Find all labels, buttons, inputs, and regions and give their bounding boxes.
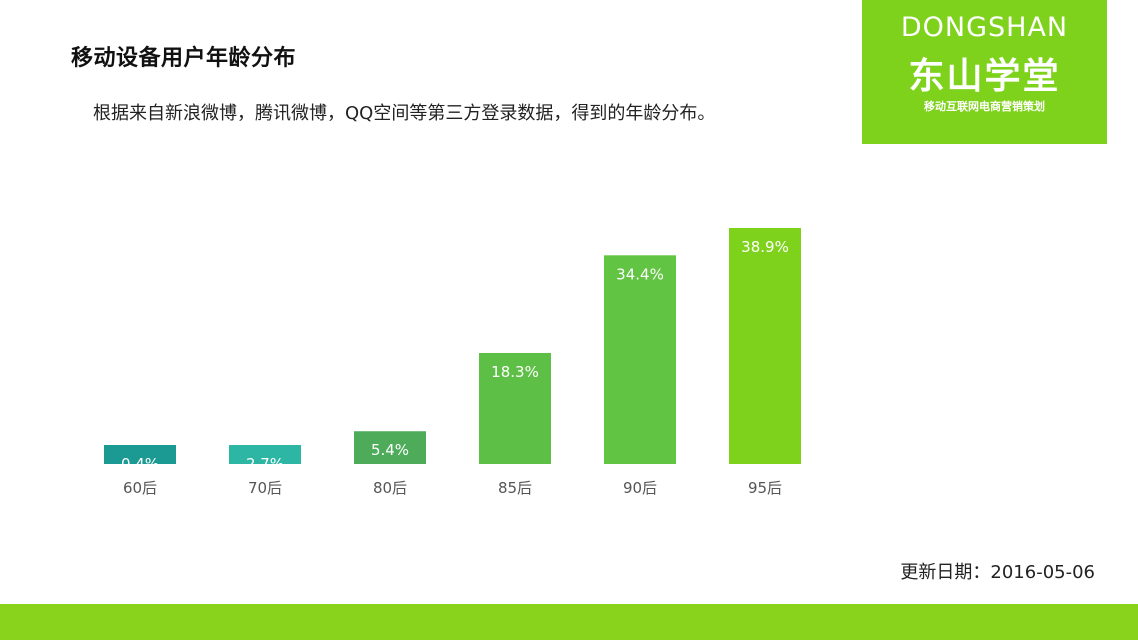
category-label: 90后 bbox=[623, 479, 657, 497]
bar-70后 bbox=[229, 445, 301, 464]
category-label: 95后 bbox=[748, 479, 782, 497]
bar-value-label: 34.4% bbox=[616, 265, 664, 283]
page-title: 移动设备用户年龄分布 bbox=[71, 46, 297, 71]
bar-95后 bbox=[729, 228, 801, 464]
category-label: 85后 bbox=[498, 479, 532, 497]
bar-value-label: 2.7% bbox=[246, 455, 284, 473]
logo-line-2: 东山学堂 bbox=[908, 56, 1061, 97]
category-label: 70后 bbox=[248, 479, 282, 497]
logo-line-1: DONGSHAN bbox=[900, 12, 1069, 43]
bar-value-label: 38.9% bbox=[741, 238, 789, 256]
bar-90后 bbox=[604, 255, 676, 464]
bar-value-label: 0.4% bbox=[121, 455, 159, 473]
bar-85后 bbox=[479, 352, 551, 464]
bar-value-label: 18.3% bbox=[491, 363, 539, 381]
category-label: 60后 bbox=[123, 479, 157, 497]
brand-logo: DONGSHAN 东山学堂 移动互联网电商营销策划 bbox=[862, 0, 1107, 144]
logo-line-3: 移动互联网电商营销策划 bbox=[924, 100, 1045, 113]
footer-band bbox=[0, 604, 1138, 640]
bar-80后 bbox=[354, 431, 426, 464]
update-date: 更新日期：2016-05-06 bbox=[900, 562, 1095, 583]
category-label: 80后 bbox=[373, 479, 407, 497]
bar-60后 bbox=[104, 445, 176, 464]
page-subtitle: 根据来自新浪微博，腾讯微博，QQ空间等第三方登录数据，得到的年龄分布。 bbox=[93, 103, 716, 124]
bar-value-label: 5.4% bbox=[371, 441, 409, 459]
